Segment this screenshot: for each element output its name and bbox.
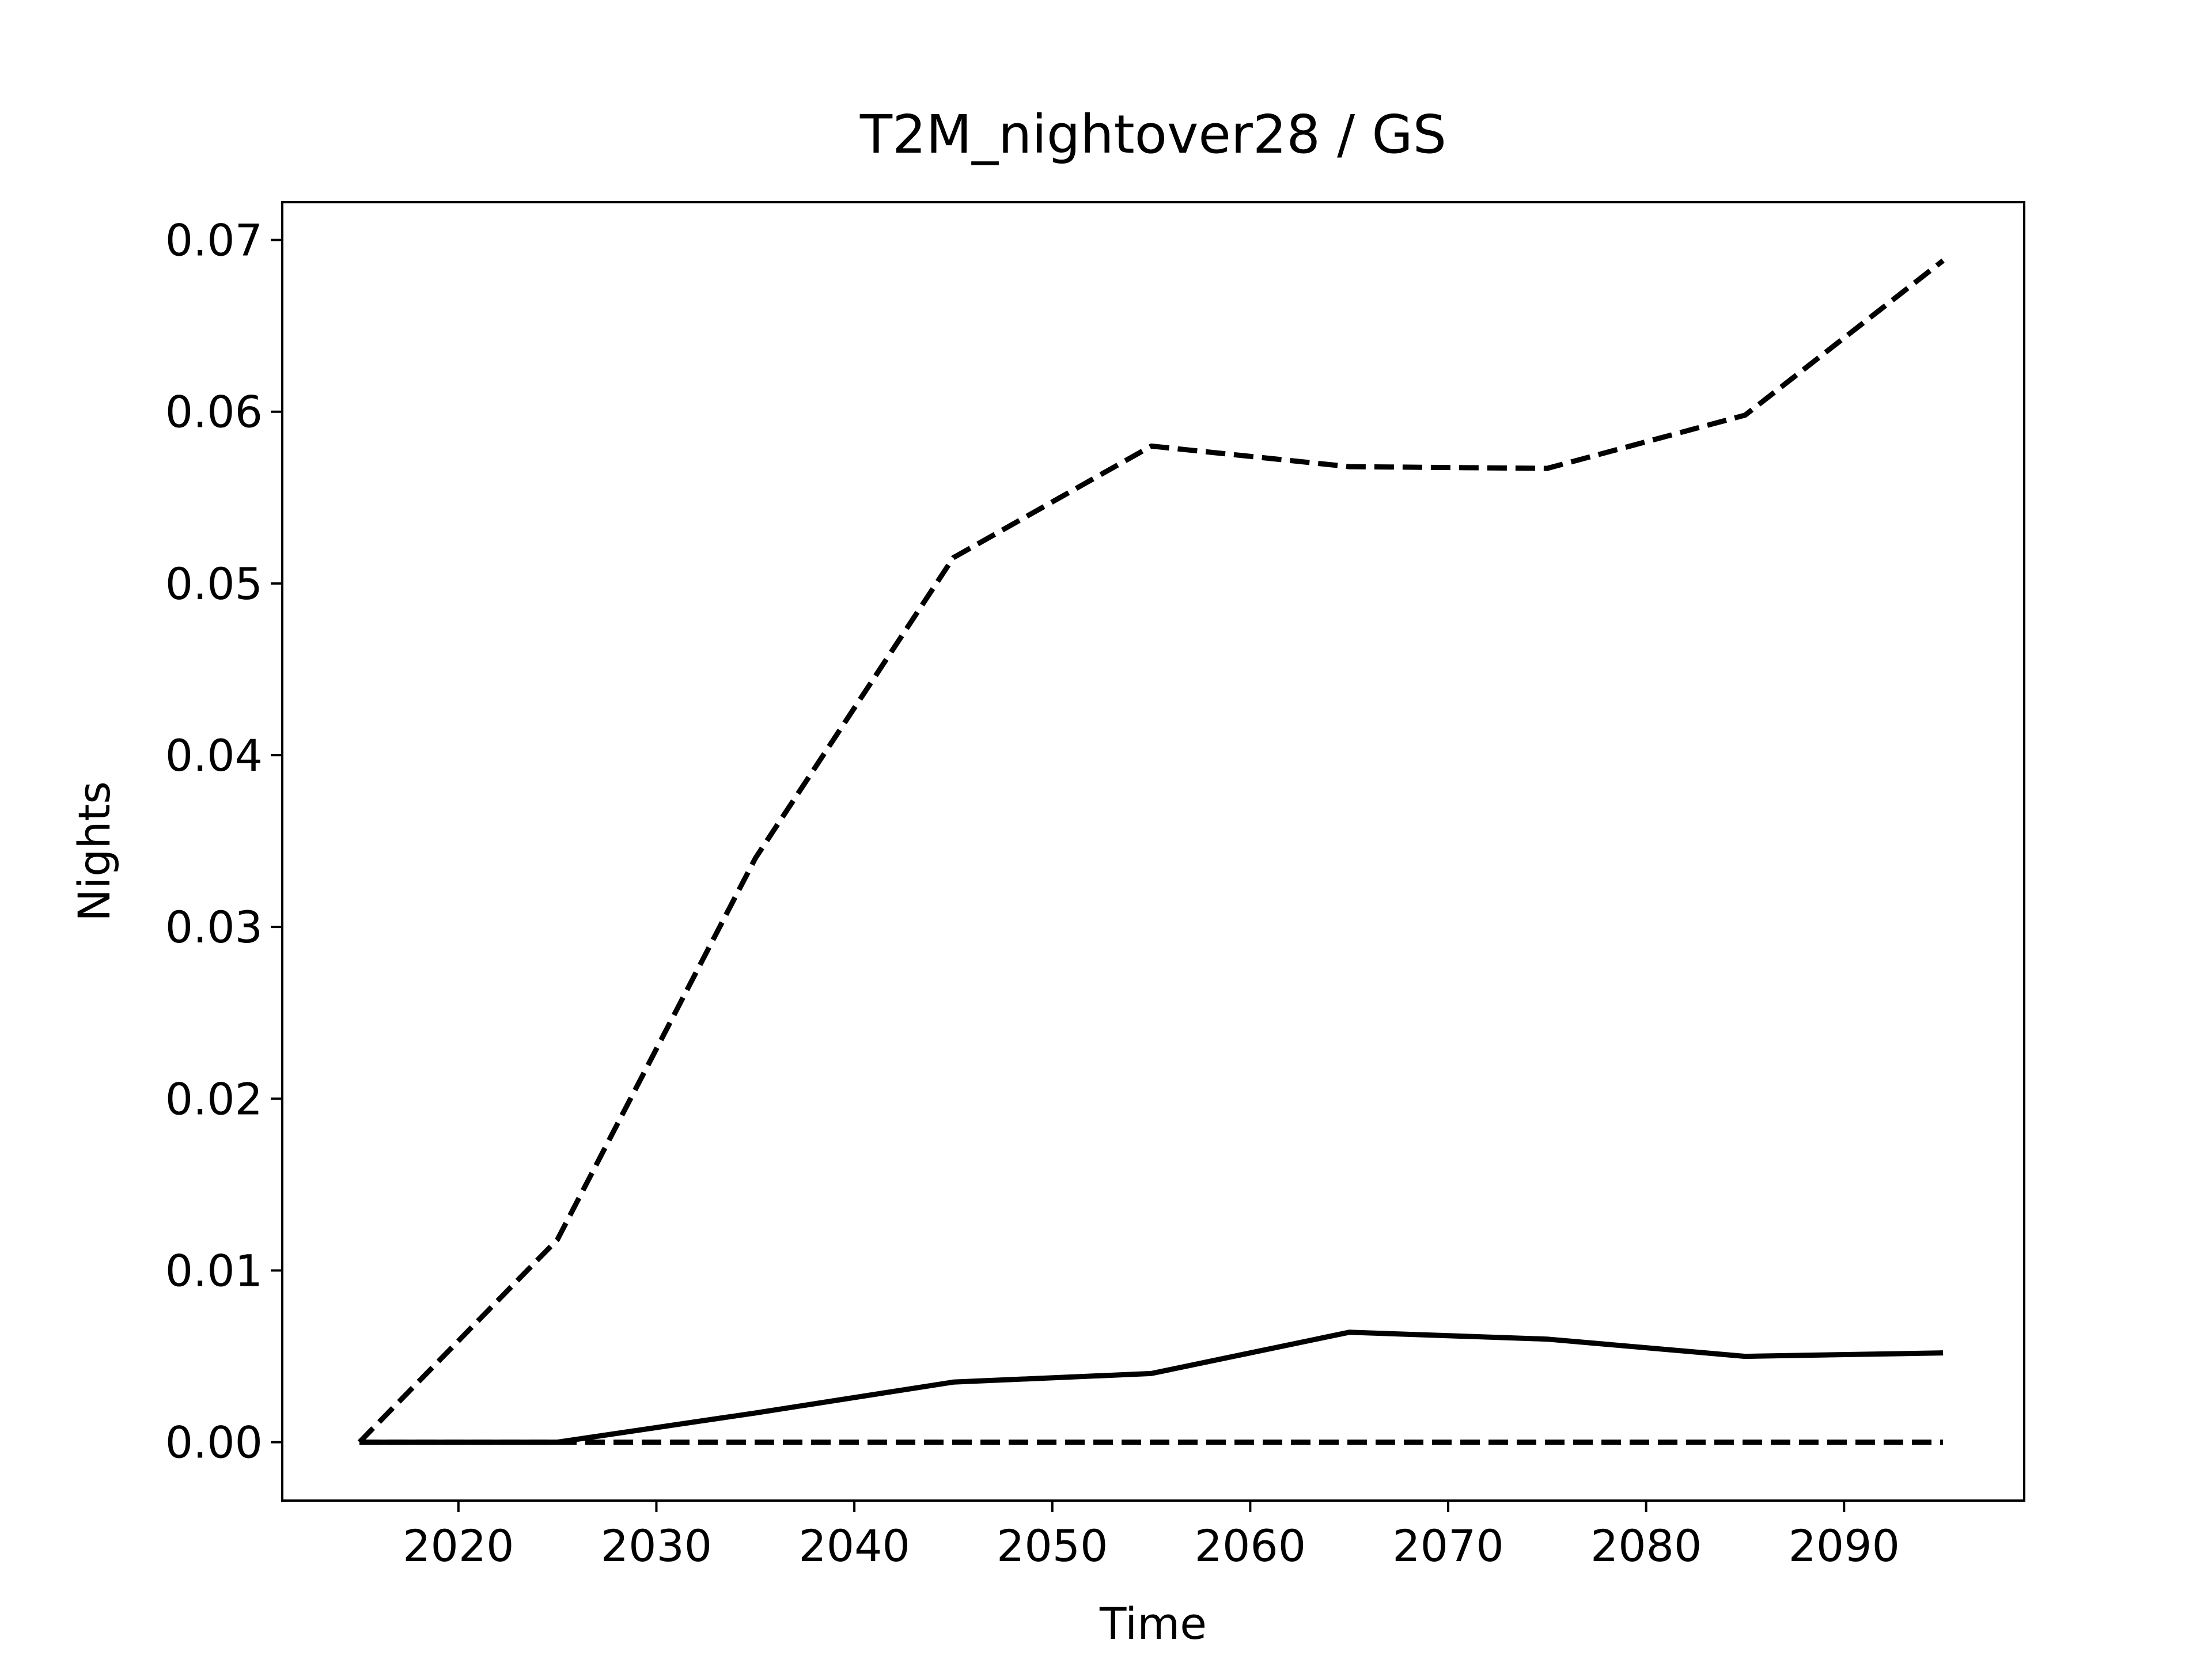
y-tick-label: 0.04 bbox=[165, 730, 263, 781]
x-tick-label: 2090 bbox=[1789, 1520, 1900, 1571]
y-tick-label: 0.00 bbox=[165, 1417, 263, 1468]
y-tick-label: 0.03 bbox=[165, 902, 263, 953]
x-tick-label: 2060 bbox=[1195, 1520, 1306, 1571]
x-tick-label: 2020 bbox=[403, 1520, 514, 1571]
y-tick-label: 0.05 bbox=[165, 558, 263, 609]
y-tick-label: 0.07 bbox=[165, 215, 263, 266]
plot-frame bbox=[281, 201, 2025, 1502]
x-axis-label: Time bbox=[1099, 1598, 1207, 1649]
x-tick-label: 2040 bbox=[798, 1520, 910, 1571]
y-tick-label: 0.02 bbox=[165, 1073, 263, 1124]
line-series bbox=[359, 1330, 1944, 1445]
x-tick-label: 2030 bbox=[601, 1520, 712, 1571]
x-tick-label: 2070 bbox=[1392, 1520, 1503, 1571]
y-axis-label: Nights bbox=[69, 781, 120, 922]
x-tick-label: 2080 bbox=[1590, 1520, 1702, 1571]
line-series bbox=[357, 258, 1945, 1444]
y-tick-label: 0.01 bbox=[165, 1245, 263, 1296]
y-tick-label: 0.06 bbox=[165, 387, 263, 438]
x-tick-label: 2050 bbox=[997, 1520, 1108, 1571]
chart-title: T2M_nightover28 / GS bbox=[859, 104, 1446, 165]
